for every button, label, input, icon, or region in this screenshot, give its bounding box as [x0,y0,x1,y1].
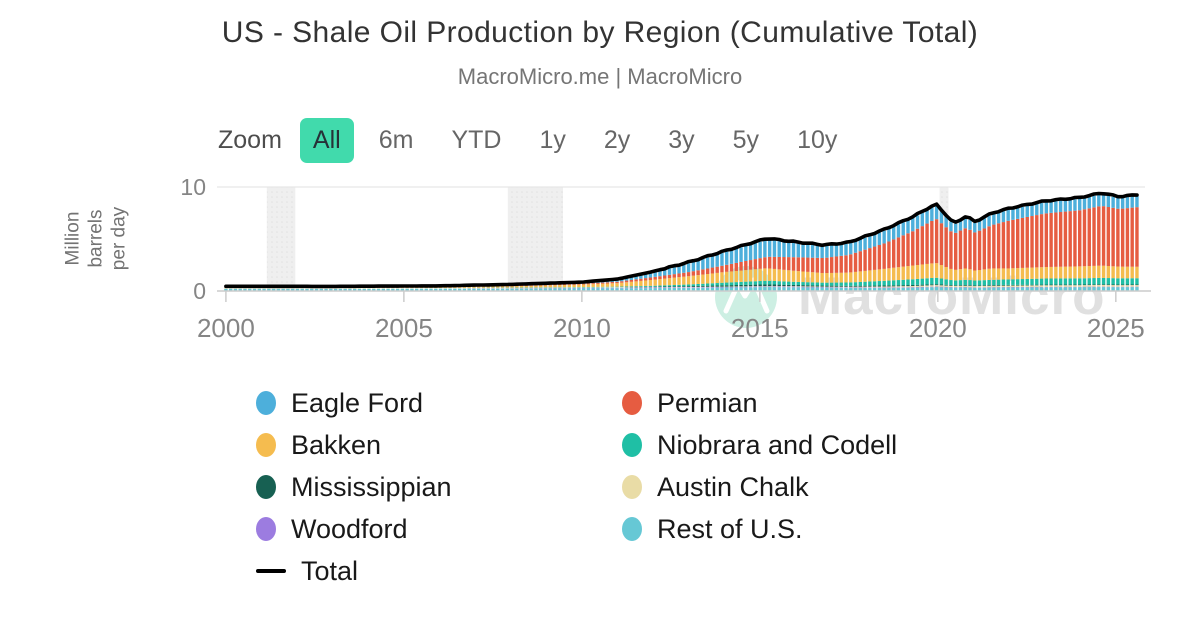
y-tick-label: 0 [193,278,206,304]
zoom-range-button-all[interactable]: All [299,118,354,163]
zoom-range-button-10y[interactable]: 10y [784,118,850,163]
recession-band [507,187,563,291]
legend-label: Woodford [291,513,408,544]
eagle-ford-swatch-icon [256,391,276,415]
legend-label: Bakken [291,429,382,460]
niobrara-swatch-icon [622,433,642,457]
austin-chalk-swatch-icon [622,475,642,499]
legend-label: Austin Chalk [657,471,809,502]
legend-item-rest-of-us[interactable]: Rest of U.S. [622,508,897,550]
zoom-range-button-ytd[interactable]: YTD [438,118,514,163]
zoom-range-button-6m[interactable]: 6m [366,118,427,163]
legend-item-bakken[interactable]: Bakken [256,424,452,466]
total-line[interactable] [224,191,1139,289]
y-axis-labels: 0 10 [180,174,206,304]
legend-label: Niobrara and Codell [657,429,898,460]
x-tick-label: 2015 [731,313,789,343]
legend-item-austin-chalk[interactable]: Austin Chalk [622,466,897,508]
total-line-swatch-icon [256,569,286,573]
x-tick-label: 2000 [197,313,255,343]
y-tick-label: 10 [180,174,206,200]
x-tick-label: 2010 [553,313,611,343]
legend-item-permian[interactable]: Permian [622,382,897,424]
legend-item-mississippian[interactable]: Mississippian [256,466,452,508]
page-title: US - Shale Oil Production by Region (Cum… [221,16,979,49]
zoom-range-button-1y[interactable]: 1y [526,118,578,163]
legend-item-niobrara[interactable]: Niobrara and Codell [622,424,897,466]
x-tick-label: 2020 [909,313,967,343]
rest-of-us-swatch-icon [622,517,642,541]
legend-label: Eagle Ford [291,387,424,418]
zoom-label: Zoom [218,126,282,154]
recession-bands [266,187,949,291]
x-tick-label: 2005 [375,313,433,343]
y-axis-title-line: per day [108,206,130,271]
page-subtitle: MacroMicro.me | MacroMicro [457,64,743,89]
legend-column-left: Eagle Ford Bakken Mississippian Woodford… [256,382,452,592]
y-axis-title-line: barrels [85,209,107,268]
zoom-range-button-3y[interactable]: 3y [655,118,707,163]
legend-item-woodford[interactable]: Woodford [256,508,452,550]
permian-swatch-icon [622,391,642,415]
bakken-swatch-icon [256,433,276,457]
legend-item-eagle-ford[interactable]: Eagle Ford [256,382,452,424]
legend-column-right: Permian Niobrara and Codell Austin Chalk… [622,382,897,550]
woodford-swatch-icon [256,517,276,541]
legend-label: Rest of U.S. [657,513,803,544]
zoom-range-button-5y[interactable]: 5y [720,118,772,163]
legend-label: Mississippian [291,471,452,502]
stacked-bars[interactable] [224,194,1139,291]
legend-label: Total [301,555,359,586]
y-axis-title: Million barrels per day [62,181,131,297]
mississippian-swatch-icon [256,475,276,499]
zoom-range-button-2y[interactable]: 2y [591,118,643,163]
recession-band [266,187,296,291]
zoom-toolbar: Zoom All 6m YTD 1y 2y 3y 5y 10y [218,118,862,163]
legend-label: Permian [657,387,758,418]
recession-band [939,187,949,291]
legend-item-total[interactable]: Total [256,550,452,592]
y-axis-title-line: Million [62,211,84,266]
x-tick-label: 2025 [1087,313,1145,343]
x-axis-labels: 2000 2005 2010 2015 2020 2025 [197,291,1145,343]
